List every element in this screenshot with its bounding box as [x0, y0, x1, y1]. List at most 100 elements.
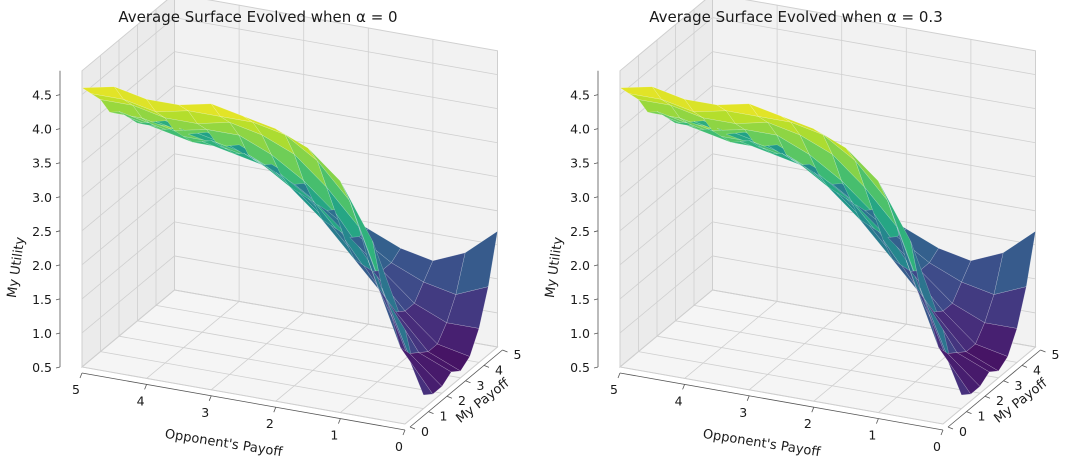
y-tick-mark [273, 407, 277, 413]
z-tick-label: 4.5 [32, 88, 52, 103]
z-tick-label: 1.5 [32, 292, 52, 307]
x-tick-mark [1003, 380, 1009, 384]
z-tick-label: 2.5 [570, 224, 590, 239]
gridline [619, 366, 944, 425]
x-tick-mark [984, 395, 991, 399]
gridline [174, 51, 498, 110]
y-tick-mark [144, 384, 147, 390]
gridline [619, 51, 713, 129]
x-tick-label: 2 [996, 393, 1004, 408]
z-tick-mark [55, 162, 61, 165]
y-tick-label: 5 [72, 382, 80, 397]
x-tick-label: 5 [514, 347, 522, 362]
gridline [81, 187, 175, 266]
gridline [81, 119, 175, 198]
z-tick-mark [593, 332, 599, 335]
surface-patch [993, 230, 1036, 295]
x-tick-mark [409, 426, 416, 430]
z-tick-label: 0.5 [32, 360, 52, 375]
x-tick-mark [947, 426, 954, 430]
gridline [684, 301, 778, 379]
z-tick-label: 1.0 [570, 326, 590, 341]
z-tick-mark [593, 298, 599, 301]
x-tick-label: 4 [495, 362, 503, 377]
z-tick-mark [55, 196, 61, 199]
gridline [712, 51, 1036, 110]
gridline [404, 346, 498, 425]
x-tick-mark [502, 349, 508, 353]
y-tick-mark [876, 418, 879, 424]
x-tick-mark [446, 395, 453, 399]
x-tick-label: 3 [477, 378, 485, 393]
gridline [638, 351, 962, 409]
x-tick-label: 1 [440, 409, 448, 424]
x-tick-mark [1040, 349, 1046, 353]
y-tick-label: 3 [201, 405, 209, 420]
x-tick-label: 2 [458, 393, 466, 408]
gridline [619, 255, 713, 334]
y-tick-mark [682, 384, 685, 390]
x-tick-label: 1 [978, 409, 986, 424]
gridline [619, 85, 713, 164]
gridline [174, 17, 498, 76]
x-tick-mark [465, 380, 471, 384]
x-tick-label: 3 [1015, 378, 1023, 393]
y-tick-label: 1 [868, 428, 876, 443]
y-tick-mark [402, 429, 406, 436]
z-tick-mark [55, 298, 61, 301]
gridline [748, 312, 842, 391]
z-tick-mark [55, 332, 61, 335]
gridline [619, 187, 713, 266]
y-tick-label: 1 [330, 428, 338, 443]
y-tick-label: 2 [266, 416, 274, 431]
gridline [675, 320, 999, 379]
surface-patch [455, 230, 498, 295]
z-tick-mark [55, 264, 61, 267]
z-tick-mark [593, 230, 599, 233]
gridline [813, 323, 907, 402]
z-tick-mark [593, 196, 599, 199]
gridline [275, 323, 369, 402]
z-tick-label: 3.5 [570, 156, 590, 171]
gridline [100, 351, 424, 409]
surface-chart-1: 0123455432100.51.01.52.02.53.03.54.04.5M… [5, 0, 522, 461]
surface-mesh [81, 86, 498, 396]
chart-title: Average Surface Evolved when α = 0.3 [649, 8, 943, 26]
x-axis-line [409, 349, 503, 428]
y-tick-mark [617, 372, 621, 379]
z-tick-mark [55, 94, 61, 97]
y-axis-label: Opponent's Payoff [164, 427, 284, 461]
gridline [712, 17, 1036, 76]
z-tick-mark [593, 264, 599, 267]
z-tick-label: 3.0 [570, 190, 590, 205]
gridline [712, 85, 1036, 144]
y-tick-mark [338, 418, 341, 424]
z-tick-label: 1.0 [32, 326, 52, 341]
y-tick-mark [208, 395, 212, 401]
z-axis-label: My Utility [543, 236, 566, 299]
z-tick-label: 3.5 [32, 156, 52, 171]
gridline [81, 17, 175, 95]
z-tick-label: 2.0 [570, 258, 590, 273]
z-tick-mark [593, 94, 599, 97]
y-tick-label: 4 [675, 393, 683, 408]
gridline [81, 221, 175, 300]
z-tick-mark [55, 128, 61, 131]
gridline [619, 153, 713, 232]
z-tick-label: 2.0 [32, 258, 52, 273]
gridline [81, 366, 406, 425]
z-axis-label: My Utility [5, 236, 28, 299]
y-tick-label: 5 [610, 382, 618, 397]
y-tick-mark [79, 372, 83, 379]
surface-patch [391, 247, 434, 283]
surface-mesh [619, 86, 1036, 396]
y-tick-label: 0 [395, 439, 403, 454]
z-tick-label: 4.5 [570, 88, 590, 103]
gridline [81, 85, 175, 164]
surface-patch [929, 247, 972, 283]
gridline [210, 312, 304, 391]
z-tick-label: 4.0 [570, 122, 590, 137]
gridline [656, 335, 981, 394]
gridline [146, 301, 240, 379]
